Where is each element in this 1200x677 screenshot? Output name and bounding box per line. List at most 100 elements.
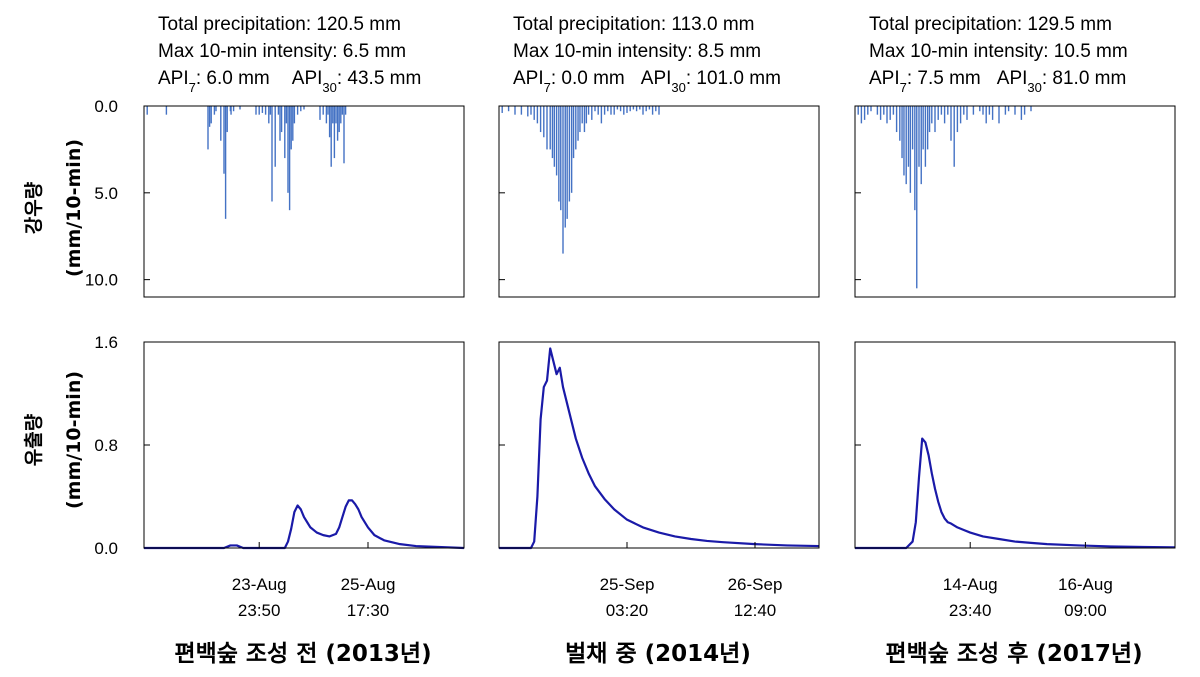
runoff-line: [144, 499, 465, 550]
chart-panel-1: [498, 105, 820, 298]
rain-bar: [543, 106, 545, 138]
rain-bar: [230, 106, 232, 115]
rain-bar: [539, 106, 542, 133]
rain-bar: [562, 106, 564, 254]
x-tick-label-time: 09:00: [1064, 601, 1107, 620]
rain-bar: [956, 106, 959, 133]
plot-frame: [854, 341, 1176, 549]
rain-bar: [296, 106, 299, 115]
y-tick-label: 0.8: [94, 436, 118, 455]
annotation-block-2014: Total precipitation: 113.0 mm Max 10-min…: [513, 14, 781, 95]
annotation-total-precipitation: Total precipitation: 129.5 mm: [869, 14, 1112, 35]
api30-value: : 81.0 mm: [1042, 68, 1126, 89]
api30-value: : 43.5 mm: [337, 68, 421, 89]
rain-bar: [287, 106, 289, 193]
rain-bar: [285, 106, 288, 124]
plot-frame: [498, 105, 820, 298]
rain-bar: [857, 106, 859, 115]
rain-bar: [911, 106, 914, 150]
runoff-ylabel-line2: (mm/10-min): [63, 371, 85, 509]
rain-bar: [207, 106, 209, 150]
rain-bar: [572, 106, 575, 159]
rain-bar: [907, 106, 910, 167]
rain-bar: [300, 106, 302, 112]
annotation-max-intensity: Max 10-min intensity: 10.5 mm: [869, 41, 1128, 62]
rain-bar: [277, 106, 280, 115]
rain-bar: [920, 106, 922, 185]
chart-panel-2: [854, 105, 1176, 298]
rain-bar: [953, 106, 955, 167]
rain-bar: [1020, 106, 1023, 120]
api30-label: API: [641, 68, 672, 89]
api7-label: API: [158, 68, 189, 89]
rain-bar: [655, 106, 657, 112]
rain-bar: [333, 106, 336, 159]
api7-label: API: [869, 68, 900, 89]
rain-bar: [1030, 106, 1032, 112]
rain-bar: [533, 106, 535, 120]
annotation-api: API7: 0.0 mm API30: 101.0 mm: [513, 68, 781, 95]
runoff-line: [499, 347, 820, 550]
rain-bar: [651, 106, 654, 115]
rain-bar: [332, 106, 334, 124]
api7-subscript: 7: [189, 80, 196, 95]
rain-bar: [546, 106, 548, 150]
rain-bar: [626, 106, 628, 113]
api30-value: : 101.0 mm: [686, 68, 781, 89]
annotation-block-2017: Total precipitation: 129.5 mm Max 10-min…: [869, 14, 1128, 95]
rain-bar: [553, 106, 556, 167]
rain-bar: [549, 106, 551, 150]
annotation-total-precipitation: Total precipitation: 113.0 mm: [513, 14, 755, 35]
annotation-block-2013: Total precipitation: 120.5 mm Max 10-min…: [158, 14, 421, 95]
rain-bar: [594, 106, 596, 112]
rain-bar: [998, 106, 1000, 124]
api30-subscript: 30: [322, 80, 336, 95]
rain-bar: [223, 106, 225, 174]
rain-bar: [344, 106, 347, 115]
rain-bar: [514, 106, 516, 115]
rain-bar: [303, 106, 305, 110]
rain-bar: [863, 106, 866, 120]
annotation-api: API7: 6.0 mm API30: 43.5 mm: [158, 68, 421, 95]
chart-panels: 0.0 5.0 10.0 23-Aug 23:50 25-Aug 17:30 0.0 0.8 1.…: [85, 97, 1176, 620]
rain-bar: [886, 106, 888, 124]
rain-bar: [577, 106, 579, 141]
rain-bar: [658, 106, 660, 115]
rain-ylabel-line1: 강우량: [23, 181, 45, 234]
rain-bar: [279, 106, 281, 141]
x-tick-label-date: 25-Sep: [600, 575, 655, 594]
rain-bar: [928, 106, 931, 133]
rain-bar: [950, 106, 952, 141]
rain-bar: [208, 106, 211, 127]
rain-bar: [341, 106, 344, 115]
annotation-max-intensity: Max 10-min intensity: 8.5 mm: [513, 41, 761, 62]
rain-bar: [979, 106, 981, 112]
rain-bar: [616, 106, 619, 110]
rain-bar: [963, 106, 965, 115]
rain-bar: [959, 106, 962, 124]
api30-label: API: [292, 68, 323, 89]
rain-bar: [284, 106, 286, 159]
rain-bar: [555, 106, 558, 176]
rain-bar: [1004, 106, 1007, 115]
runoff-line: [855, 437, 1176, 550]
rain-bar: [558, 106, 560, 202]
panel-title-2013: 편백숲 조성 전 (2013년): [174, 641, 431, 667]
rain-bar: [213, 106, 216, 115]
rain-bar: [916, 106, 918, 289]
plot-frame: [143, 105, 465, 298]
rain-bar: [1014, 106, 1016, 115]
rain-bar: [623, 106, 625, 115]
rain-bar: [982, 106, 984, 115]
rain-bar: [292, 106, 294, 141]
x-tick-label-date: 14-Aug: [943, 575, 998, 594]
rain-bar: [215, 106, 217, 112]
rain-bar: [220, 106, 222, 141]
rain-bar: [583, 106, 586, 133]
api7-value: : 7.5 mm: [907, 68, 981, 89]
rain-bar: [591, 106, 593, 120]
x-tick-label-date: 23-Aug: [232, 575, 287, 594]
rain-bar: [165, 106, 168, 115]
rain-bar: [226, 106, 228, 133]
